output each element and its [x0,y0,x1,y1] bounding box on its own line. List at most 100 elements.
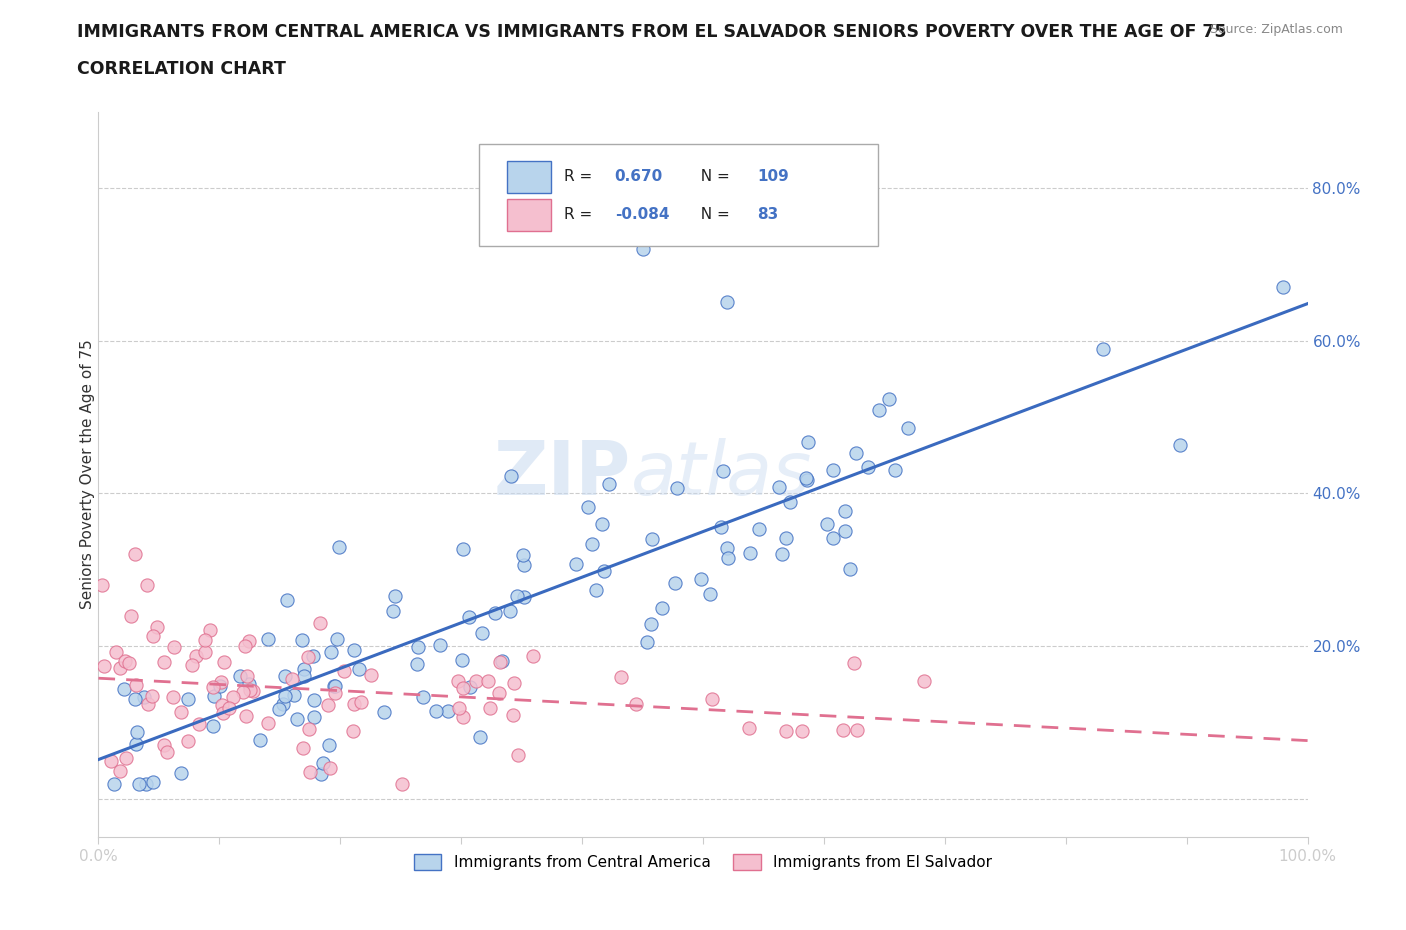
Point [412,689,434,704]
Point [405,657,427,671]
Point [690,572,713,587]
Point [815,516,838,531]
Point [114,653,136,668]
Point [142,629,165,644]
Point [283,687,305,702]
Point [319,761,342,776]
Point [834,503,856,518]
Bar [508,199,551,231]
Point [347,662,370,677]
Point [292,740,315,755]
Point [249,733,271,748]
Text: R =: R = [564,207,598,222]
Point [513,558,536,573]
Point [276,592,298,607]
Point [502,707,524,722]
Y-axis label: Seniors Poverty Over the Age of 75: Seniors Poverty Over the Age of 75 [80,339,94,609]
Point [110,660,132,675]
Point [135,578,157,592]
Point [153,738,176,753]
Point [447,673,470,688]
Point [136,697,159,711]
Point [212,706,235,721]
Point [846,723,869,737]
Point [794,471,817,485]
Point [212,654,235,669]
Point [709,520,731,535]
Point [232,684,254,699]
Point [274,669,297,684]
Point [257,715,280,730]
Point [343,643,366,658]
Point [522,648,544,663]
Point [323,678,346,693]
Point [312,755,335,770]
Point [360,667,382,682]
Point [796,472,818,487]
Point [181,658,204,672]
Point [93,658,115,673]
Point [274,688,297,703]
Point [135,777,157,791]
Text: IMMIGRANTS FROM CENTRAL AMERICA VS IMMIGRANTS FROM EL SALVADOR SENIORS POVERTY O: IMMIGRANTS FROM CENTRAL AMERICA VS IMMIG… [77,23,1227,41]
Point [1272,280,1295,295]
Point [641,531,664,546]
Point [141,688,163,703]
Point [740,545,762,560]
Point [499,604,522,618]
Point [391,777,413,791]
Point [290,632,312,647]
Text: -0.084: -0.084 [614,207,669,222]
Point [124,691,146,706]
Point [506,589,529,604]
Point [177,734,200,749]
Point [233,639,256,654]
Point [125,737,148,751]
Point [235,709,257,724]
Point [797,434,820,449]
Point [478,700,501,715]
Point [831,722,853,737]
Point [713,464,735,479]
Point [437,704,460,719]
Point [609,670,631,684]
Point [238,633,260,648]
Point [326,631,349,646]
Point [451,710,474,724]
Point [631,242,654,257]
Point [700,691,723,706]
Point [406,640,429,655]
Bar [508,161,551,193]
Point [508,748,530,763]
Point [491,653,513,668]
Point [564,557,586,572]
Point [591,517,613,532]
Point [468,729,491,744]
Point [124,547,146,562]
Point [311,766,333,781]
Point [477,673,499,688]
Point [768,480,790,495]
Point [664,575,686,590]
Point [201,679,224,694]
Point [229,669,252,684]
Point [132,689,155,704]
Point [823,531,845,546]
Point [912,673,935,688]
Point [666,480,689,495]
Point [120,609,142,624]
Point [451,680,474,695]
Point [581,537,603,551]
Text: ZIP: ZIP [494,438,630,511]
Text: Source: ZipAtlas.com: Source: ZipAtlas.com [1209,23,1343,36]
Point [323,678,346,693]
Point [318,698,340,712]
FancyBboxPatch shape [479,144,879,246]
Text: N =: N = [690,207,734,222]
Point [100,753,122,768]
Point [821,462,844,477]
Point [242,684,264,698]
Point [484,605,506,620]
Point [343,697,366,711]
Point [897,420,920,435]
